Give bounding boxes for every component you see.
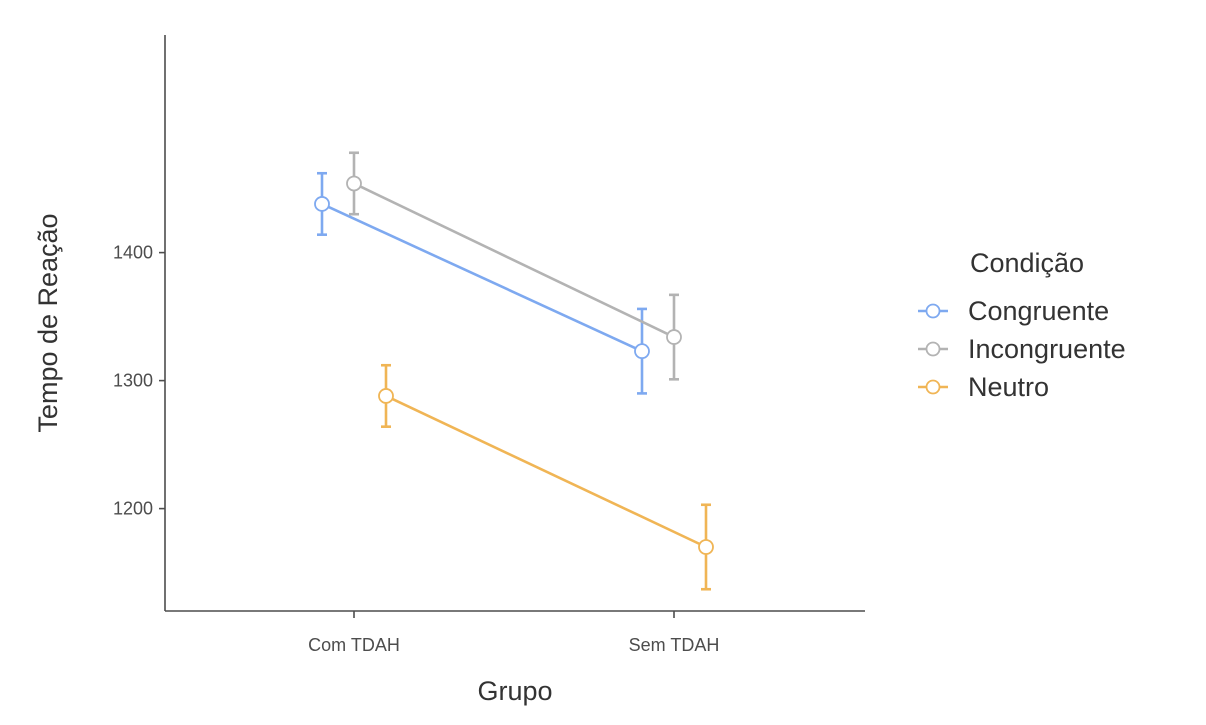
series-congruente [314,171,650,395]
series-neutro [378,363,714,591]
x-ticks: Com TDAH Sem TDAH [308,611,719,655]
y-axis-title: Tempo de Reação [33,213,63,432]
plot-area [314,151,714,591]
data-point [666,329,682,345]
data-point [314,196,330,212]
legend-label: Incongruente [968,334,1126,364]
y-ticks: 1200 1300 1400 [113,243,165,519]
y-tick-label: 1300 [113,371,153,391]
series-line [321,202,643,353]
legend-item: Neutro [918,372,1049,402]
data-point [634,343,650,360]
legend-item: Incongruente [918,334,1126,364]
series-line [353,182,675,339]
y-tick-label: 1400 [113,243,153,263]
legend-title: Condição [970,248,1084,278]
data-point [378,388,394,404]
x-tick-label: Sem TDAH [629,635,720,655]
legend-label: Neutro [968,372,1049,402]
legend-items: Congruente Incongruente Neutro [918,296,1126,402]
legend-label: Congruente [968,296,1109,326]
legend-item: Congruente [918,296,1109,326]
series-line [385,394,707,549]
legend-key-point [925,341,941,357]
legend: Condição Congruente Incongruente Neutro [918,248,1126,402]
y-tick-label: 1200 [113,499,153,519]
data-point [346,175,362,192]
legend-key-point [925,303,941,319]
x-axis-title: Grupo [477,676,552,706]
legend-key-point [925,379,941,395]
series-incongruente [346,151,682,381]
data-point [698,539,714,555]
x-tick-label: Com TDAH [308,635,400,655]
